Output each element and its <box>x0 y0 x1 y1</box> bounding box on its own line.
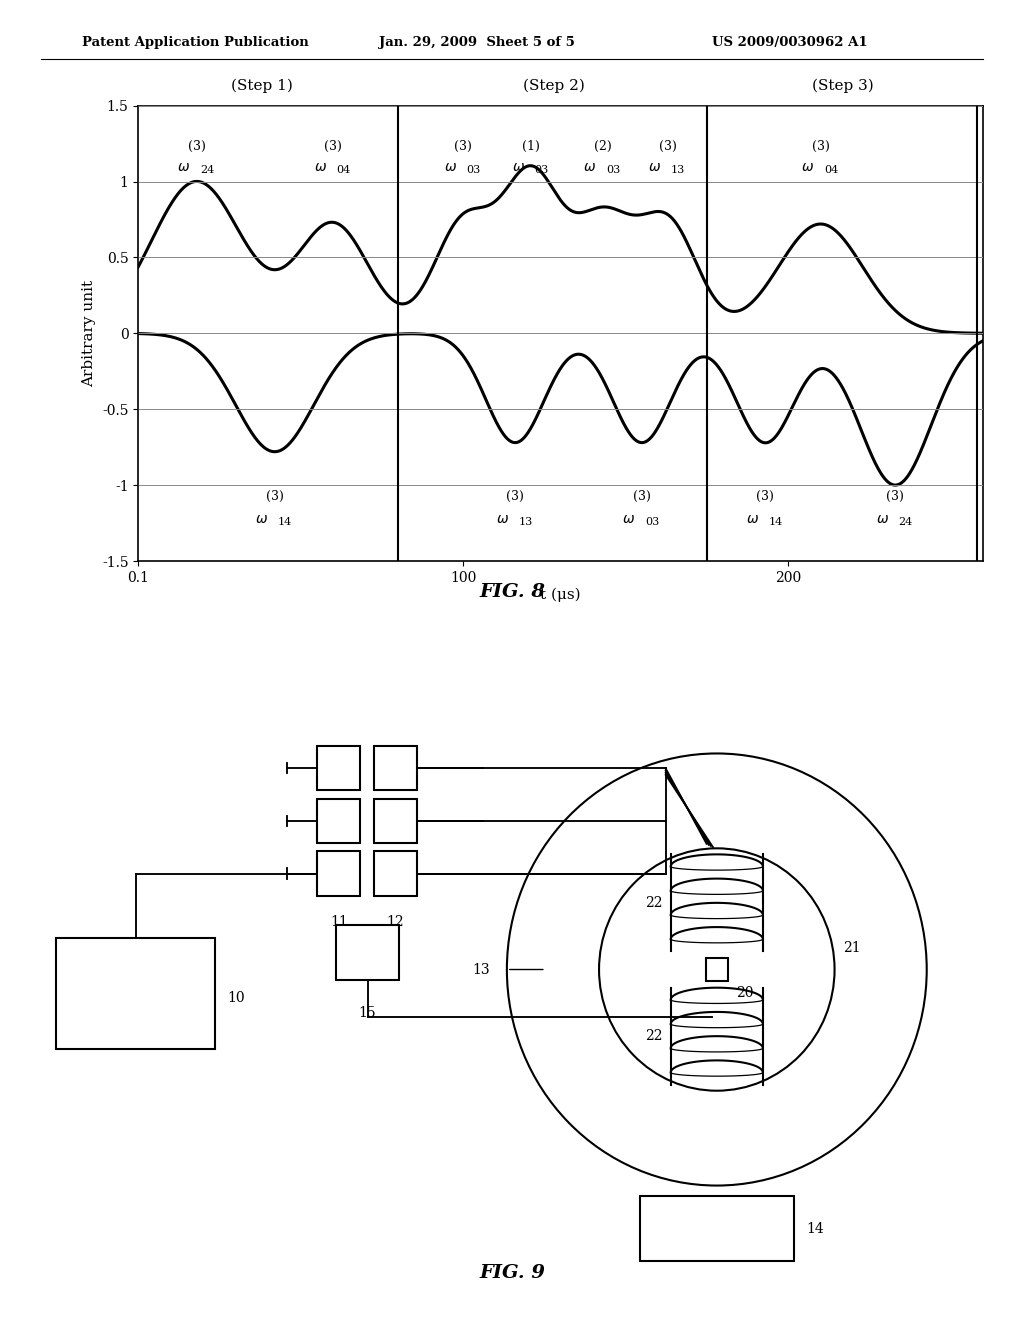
Text: Jan. 29, 2009  Sheet 5 of 5: Jan. 29, 2009 Sheet 5 of 5 <box>379 36 574 49</box>
Text: 03: 03 <box>466 165 480 174</box>
Text: (2): (2) <box>594 140 611 153</box>
Text: $\omega$: $\omega$ <box>177 160 190 174</box>
Text: 14: 14 <box>769 517 782 527</box>
Bar <box>640 1196 794 1262</box>
Text: Patent Application Publication: Patent Application Publication <box>82 36 308 49</box>
Text: 22: 22 <box>645 1030 663 1043</box>
Text: 13: 13 <box>472 962 489 977</box>
Text: 15: 15 <box>358 1006 377 1020</box>
Text: 03: 03 <box>535 165 549 174</box>
Text: (3): (3) <box>187 140 206 153</box>
Bar <box>336 925 399 979</box>
Text: 11: 11 <box>330 915 348 929</box>
Text: (3): (3) <box>887 490 904 503</box>
Text: 14: 14 <box>806 1222 823 1236</box>
Text: 13: 13 <box>518 517 532 527</box>
Bar <box>317 851 360 896</box>
Text: (1): (1) <box>522 140 541 153</box>
Text: 20: 20 <box>736 986 754 1001</box>
Text: 03: 03 <box>606 165 621 174</box>
Text: 04: 04 <box>824 165 838 174</box>
Text: (3): (3) <box>812 140 829 153</box>
Text: FIG. 9: FIG. 9 <box>479 1263 545 1282</box>
Text: (3): (3) <box>506 490 524 503</box>
Text: $\omega$: $\omega$ <box>443 160 457 174</box>
Text: $\omega$: $\omega$ <box>745 512 759 527</box>
Bar <box>374 851 417 896</box>
Text: $\omega$: $\omega$ <box>623 512 635 527</box>
Text: (3): (3) <box>633 490 651 503</box>
Text: $\omega$: $\omega$ <box>313 160 327 174</box>
Text: 04: 04 <box>337 165 350 174</box>
Y-axis label: Arbitrary unit: Arbitrary unit <box>82 280 96 387</box>
Text: (Step 1): (Step 1) <box>230 79 293 94</box>
Bar <box>317 746 360 791</box>
Text: 24: 24 <box>200 165 214 174</box>
Text: 14: 14 <box>278 517 292 527</box>
Text: (3): (3) <box>757 490 774 503</box>
Text: FIG. 8: FIG. 8 <box>479 582 545 601</box>
Text: 12: 12 <box>386 915 404 929</box>
Circle shape <box>507 754 927 1185</box>
Text: 24: 24 <box>899 517 912 527</box>
Circle shape <box>599 849 835 1090</box>
Text: 22: 22 <box>645 896 663 909</box>
Text: (3): (3) <box>455 140 472 153</box>
Text: (Step 2): (Step 2) <box>523 79 585 94</box>
Text: (Step 3): (Step 3) <box>812 79 874 94</box>
Text: 03: 03 <box>645 517 659 527</box>
Text: $\omega$: $\omega$ <box>648 160 662 174</box>
Text: 10: 10 <box>227 991 245 1005</box>
X-axis label: t (μs): t (μs) <box>541 587 581 602</box>
Text: $\omega$: $\omega$ <box>496 512 509 527</box>
Text: 13: 13 <box>671 165 685 174</box>
Bar <box>706 958 728 981</box>
Text: (3): (3) <box>266 490 284 503</box>
Text: $\omega$: $\omega$ <box>584 160 596 174</box>
Bar <box>374 746 417 791</box>
Text: $\omega$: $\omega$ <box>801 160 814 174</box>
Text: US 2009/0030962 A1: US 2009/0030962 A1 <box>712 36 867 49</box>
Text: $\omega$: $\omega$ <box>255 512 268 527</box>
Text: $\omega$: $\omega$ <box>512 160 525 174</box>
Text: (3): (3) <box>325 140 342 153</box>
Text: 21: 21 <box>843 941 860 956</box>
Bar <box>56 939 215 1048</box>
Bar <box>374 799 417 843</box>
Text: (3): (3) <box>658 140 677 153</box>
Bar <box>317 799 360 843</box>
Text: $\omega$: $\omega$ <box>876 512 889 527</box>
